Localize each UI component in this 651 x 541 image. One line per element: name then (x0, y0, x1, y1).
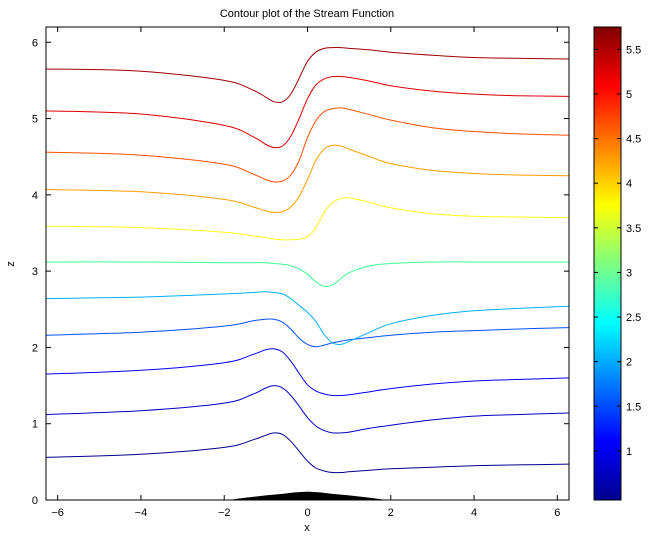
x-axis-ticks: −6 −4 −2 0 2 4 6 (51, 27, 560, 519)
contour-line-8 (46, 144, 569, 213)
colorbar-tick-label: 5.5 (626, 44, 641, 56)
contour-line-10 (46, 75, 569, 149)
colorbar-frame (593, 26, 622, 501)
contour-line-6 (46, 261, 569, 288)
x-tick-label: −4 (135, 507, 148, 519)
contour-line-5 (46, 291, 569, 345)
x-axis-label: x (304, 522, 310, 534)
colorbar-tick-label: 1 (626, 446, 632, 458)
colorbar-tick-label: 1.5 (626, 401, 641, 413)
contour-line-3 (46, 348, 569, 397)
colorbar-tick-label: 3.5 (626, 223, 641, 235)
y-axis-label: z (5, 261, 17, 267)
y-tick-label: 4 (32, 190, 38, 202)
x-tick-label: 0 (304, 507, 310, 519)
colorbar (594, 27, 621, 500)
contour-lines (46, 47, 569, 474)
colorbar-tick-label: 2 (626, 357, 632, 369)
colorbar-tick-label: 3 (626, 267, 632, 279)
y-tick-label: 6 (32, 37, 38, 49)
contour-line-7 (46, 197, 569, 241)
contour-line-2 (46, 385, 569, 434)
x-tick-label: 6 (554, 507, 560, 519)
x-tick-label: 4 (471, 507, 477, 519)
y-tick-label: 0 (32, 495, 38, 507)
y-tick-label: 1 (32, 419, 38, 431)
colorbar-tick-label: 4 (626, 178, 632, 190)
y-axis-ticks: 0 1 2 3 4 5 6 (32, 37, 569, 507)
contour-line-9 (46, 107, 569, 183)
colorbar-ticks: 1 1.5 2 2.5 3 3.5 4 4.5 5 5.5 (594, 44, 641, 458)
contour-line-11 (46, 47, 569, 104)
y-tick-label: 2 (32, 342, 38, 354)
colorbar-tick-label: 4.5 (626, 134, 641, 146)
x-tick-label: −2 (218, 507, 231, 519)
contour-line-4 (46, 318, 569, 348)
y-tick-label: 5 (32, 114, 38, 126)
chart-title: Contour plot of the Stream Function (220, 8, 394, 20)
y-tick-label: 3 (32, 266, 38, 278)
x-tick-label: −6 (51, 507, 64, 519)
colorbar-tick-label: 2.5 (626, 312, 641, 324)
x-tick-label: 2 (388, 507, 394, 519)
colorbar-tick-label: 5 (626, 89, 632, 101)
plot-area (46, 27, 569, 500)
contour-line-1 (46, 432, 569, 474)
